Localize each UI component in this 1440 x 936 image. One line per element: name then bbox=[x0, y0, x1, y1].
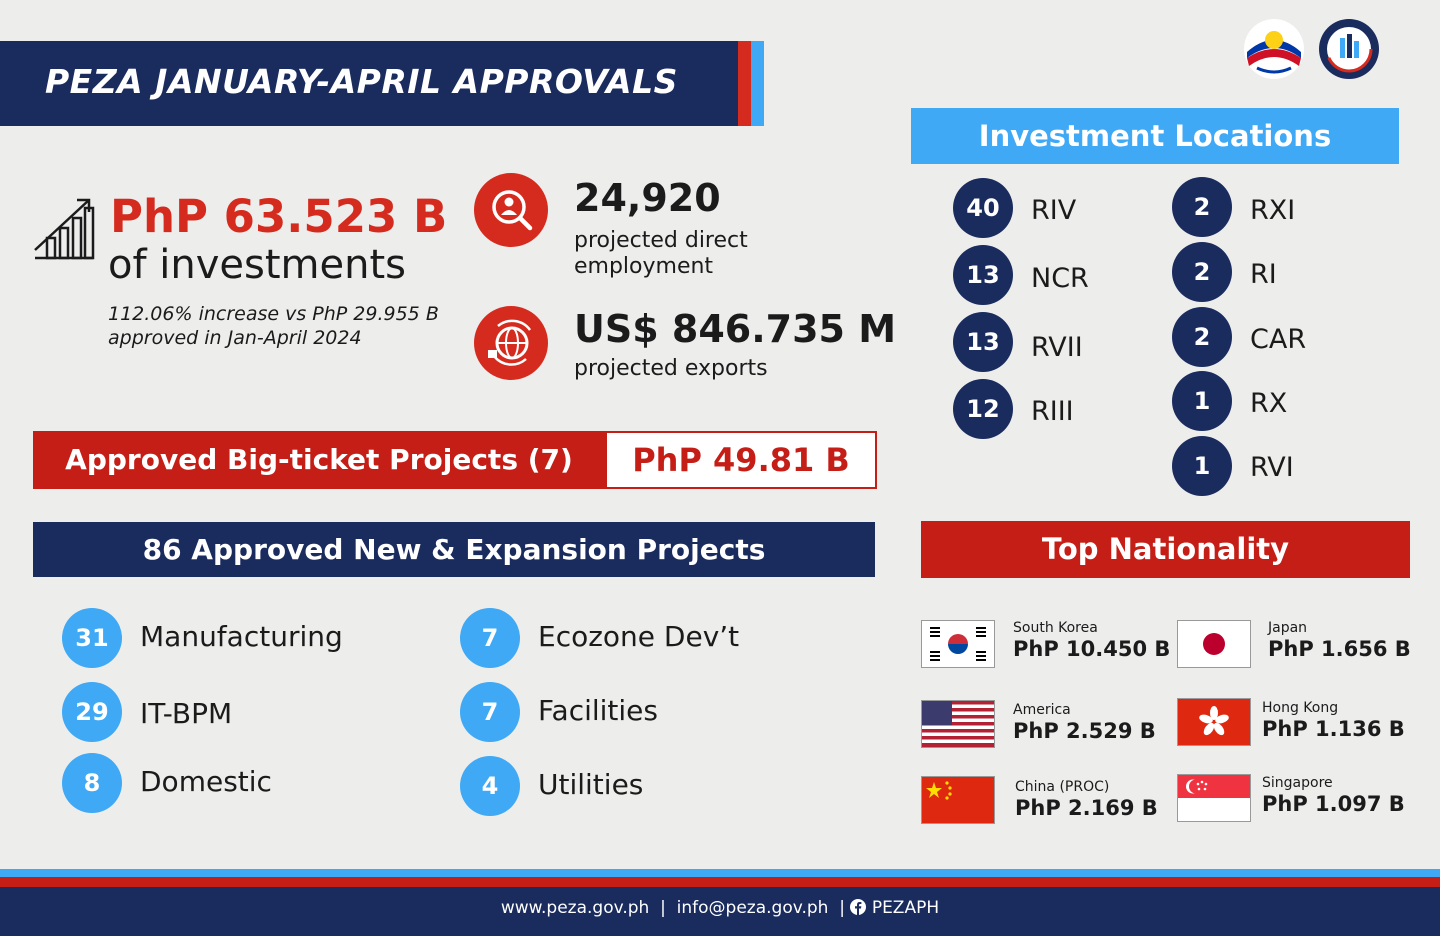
nationality-value: PhP 2.529 B bbox=[1013, 719, 1156, 743]
project-label: Domestic bbox=[140, 765, 272, 798]
project-label: Utilities bbox=[538, 768, 644, 801]
nationality-country: Japan bbox=[1268, 620, 1308, 636]
exports-label: projected exports bbox=[574, 356, 768, 381]
people-search-icon bbox=[492, 190, 533, 231]
footer-facebook-link[interactable]: PEZAPH bbox=[871, 898, 940, 918]
nationality-country: China (PROC) bbox=[1015, 779, 1110, 795]
footer-bar bbox=[0, 887, 1440, 936]
nationality-value: PhP 1.656 B bbox=[1268, 637, 1411, 661]
location-count-badge: 13 bbox=[953, 312, 1013, 372]
footer-divider: | bbox=[833, 898, 845, 918]
employment-icon-circle bbox=[474, 173, 548, 247]
usa-flag-icon bbox=[921, 700, 995, 748]
project-label: Facilities bbox=[538, 694, 658, 727]
peza-logo bbox=[1319, 19, 1379, 79]
page-title: PEZA JANUARY-APRIL APPROVALS bbox=[45, 62, 678, 101]
growth-chart-icon bbox=[34, 198, 95, 260]
location-label: RVI bbox=[1250, 452, 1294, 483]
location-label: RIV bbox=[1031, 195, 1077, 226]
locations-title: Investment Locations bbox=[911, 108, 1399, 164]
project-label: IT-BPM bbox=[140, 697, 233, 730]
big-ticket-bar bbox=[33, 431, 605, 489]
increase-note: 112.06% increase vs PhP 29.955 B approve… bbox=[108, 303, 439, 349]
footer-email-link[interactable]: info@peza.gov.ph bbox=[676, 898, 829, 918]
location-count-badge: 12 bbox=[953, 379, 1013, 439]
title-accent-red bbox=[738, 41, 751, 126]
project-label: Manufacturing bbox=[140, 620, 343, 653]
project-count-badge: 29 bbox=[62, 682, 122, 742]
project-count-badge: 4 bbox=[460, 756, 520, 816]
title-accent-blue bbox=[751, 41, 764, 126]
exports-value: US$ 846.735 M bbox=[574, 307, 897, 351]
footer-contact: www.peza.gov.ph | info@peza.gov.ph | PEZ… bbox=[0, 887, 1440, 936]
big-ticket-label: Approved Big-ticket Projects (7) bbox=[65, 443, 573, 476]
location-label: RIII bbox=[1031, 396, 1074, 427]
employment-value: 24,920 bbox=[574, 176, 721, 220]
nationality-country: Singapore bbox=[1262, 775, 1333, 791]
location-label: NCR bbox=[1031, 263, 1089, 294]
philippine-seal-logo bbox=[1244, 19, 1304, 79]
location-label: CAR bbox=[1250, 324, 1307, 355]
location-count-badge: 1 bbox=[1172, 436, 1232, 496]
china-flag-icon bbox=[921, 776, 995, 824]
location-label: RVII bbox=[1031, 332, 1083, 363]
big-ticket-value: PhP 49.81 B bbox=[632, 441, 850, 479]
japan-flag-icon bbox=[1177, 620, 1251, 668]
project-label: Ecozone Dev’t bbox=[538, 620, 740, 653]
nationality-country: South Korea bbox=[1013, 620, 1098, 636]
nationality-value: PhP 1.097 B bbox=[1262, 792, 1405, 816]
nationality-value: PhP 10.450 B bbox=[1013, 637, 1171, 661]
nationality-title: Top Nationality bbox=[921, 521, 1410, 578]
location-count-badge: 2 bbox=[1172, 307, 1232, 367]
hong-kong-flag-icon bbox=[1177, 698, 1251, 746]
location-count-badge: 1 bbox=[1172, 371, 1232, 431]
south-korea-flag-icon bbox=[921, 620, 995, 668]
project-count-badge: 31 bbox=[62, 608, 122, 668]
project-count-badge: 7 bbox=[460, 682, 520, 742]
global-export-icon bbox=[488, 319, 532, 366]
projects-title: 86 Approved New & Expansion Projects bbox=[33, 522, 875, 577]
project-count-badge: 7 bbox=[460, 608, 520, 668]
project-count-badge: 8 bbox=[62, 753, 122, 813]
nationality-country: Hong Kong bbox=[1262, 700, 1339, 716]
investment-label: of investments bbox=[108, 242, 406, 288]
location-count-badge: 2 bbox=[1172, 242, 1232, 302]
nationality-country: America bbox=[1013, 702, 1071, 718]
investment-amount: PhP 63.523 B bbox=[110, 190, 448, 243]
footer-stripe-red bbox=[0, 877, 1440, 887]
facebook-icon bbox=[850, 899, 867, 915]
location-label: RXI bbox=[1250, 195, 1296, 226]
nationality-value: PhP 1.136 B bbox=[1262, 717, 1405, 741]
singapore-flag-icon bbox=[1177, 774, 1251, 822]
location-count-badge: 13 bbox=[953, 245, 1013, 305]
footer-stripe-blue bbox=[0, 869, 1440, 877]
title-banner bbox=[0, 41, 738, 126]
location-count-badge: 40 bbox=[953, 178, 1013, 238]
footer-website-link[interactable]: www.peza.gov.ph bbox=[500, 898, 650, 918]
location-label: RX bbox=[1250, 388, 1288, 419]
location-count-badge: 2 bbox=[1172, 177, 1232, 237]
big-ticket-value-box bbox=[605, 431, 877, 489]
employment-label: projected direct employment bbox=[574, 228, 748, 279]
footer-divider: | bbox=[654, 898, 677, 918]
nationality-value: PhP 2.169 B bbox=[1015, 796, 1158, 820]
exports-icon-circle bbox=[474, 306, 548, 380]
location-label: RI bbox=[1250, 259, 1277, 290]
